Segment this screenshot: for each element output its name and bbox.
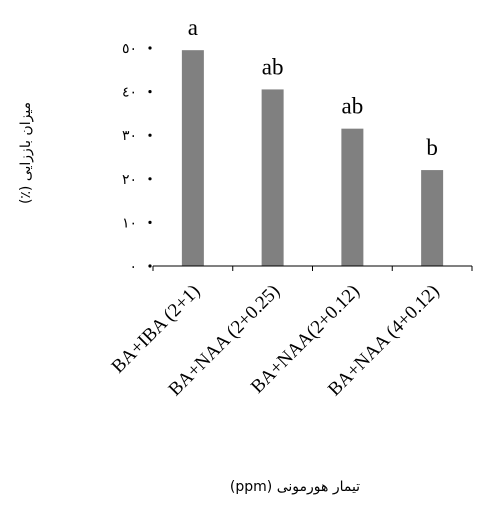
y-axis-title: میزان باززایی (٪) — [18, 102, 34, 204]
significance-letter: ab — [262, 54, 284, 79]
y-tick-label: ٣٠ — [122, 128, 137, 144]
significance-letters: a ab ab b — [188, 15, 438, 160]
x-axis-title: تیمار هورمونی (ppm) — [230, 479, 360, 495]
significance-letter: ab — [342, 94, 364, 119]
x-axis-category-labels: BA+IBA (2+1)BA+NAA (2+0.25)BA+NAA(2+0.12… — [108, 281, 444, 401]
y-tick-mark — [148, 133, 152, 137]
y-tick-mark — [148, 46, 152, 50]
y-tick-mark — [148, 220, 152, 224]
x-axis-tick-marks — [152, 266, 473, 271]
bar — [421, 170, 444, 266]
y-tick-mark — [148, 177, 152, 181]
significance-letter: b — [426, 135, 438, 160]
y-tick-mark — [148, 90, 152, 94]
bars — [181, 50, 444, 267]
bar — [341, 128, 364, 266]
bar — [261, 89, 284, 266]
y-tick-mark — [148, 264, 152, 268]
y-tick-label: ٤٠ — [122, 85, 137, 101]
significance-letter: a — [188, 15, 198, 40]
y-tick-label: ٢٠ — [122, 172, 137, 188]
bar — [181, 50, 204, 267]
y-tick-label: ١٠ — [122, 215, 137, 231]
y-tick-label: ٠ — [129, 259, 137, 275]
y-tick-label: ٥٠ — [122, 41, 137, 57]
y-axis-ticks: ٠ ١٠ ٢٠ ٣٠ ٤٠ ٥٠ — [122, 41, 152, 275]
